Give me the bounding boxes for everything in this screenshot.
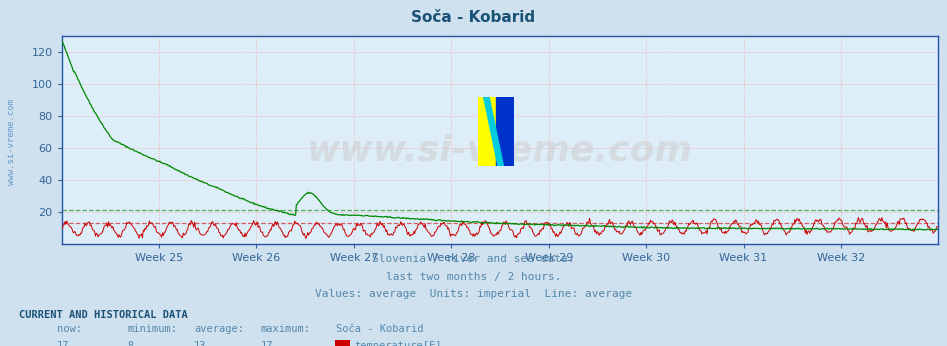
Text: 13: 13 xyxy=(194,341,206,346)
Text: now:: now: xyxy=(57,324,81,334)
Text: www.si-vreme.com: www.si-vreme.com xyxy=(7,99,16,185)
Text: 17: 17 xyxy=(57,341,69,346)
Text: last two months / 2 hours.: last two months / 2 hours. xyxy=(385,272,562,282)
Polygon shape xyxy=(484,97,504,166)
Text: maximum:: maximum: xyxy=(260,324,311,334)
Text: www.si-vreme.com: www.si-vreme.com xyxy=(307,134,692,167)
Text: Slovenia / river and sea data.: Slovenia / river and sea data. xyxy=(372,254,575,264)
Polygon shape xyxy=(478,97,496,166)
Text: minimum:: minimum: xyxy=(128,324,178,334)
Text: Soča - Kobarid: Soča - Kobarid xyxy=(336,324,423,334)
Text: temperature[F]: temperature[F] xyxy=(354,341,441,346)
Text: CURRENT AND HISTORICAL DATA: CURRENT AND HISTORICAL DATA xyxy=(19,310,188,320)
Text: 17: 17 xyxy=(260,341,273,346)
Text: Soča - Kobarid: Soča - Kobarid xyxy=(411,10,536,25)
Text: average:: average: xyxy=(194,324,244,334)
Text: Values: average  Units: imperial  Line: average: Values: average Units: imperial Line: av… xyxy=(314,289,633,299)
Text: 8: 8 xyxy=(128,341,134,346)
Polygon shape xyxy=(496,97,514,166)
